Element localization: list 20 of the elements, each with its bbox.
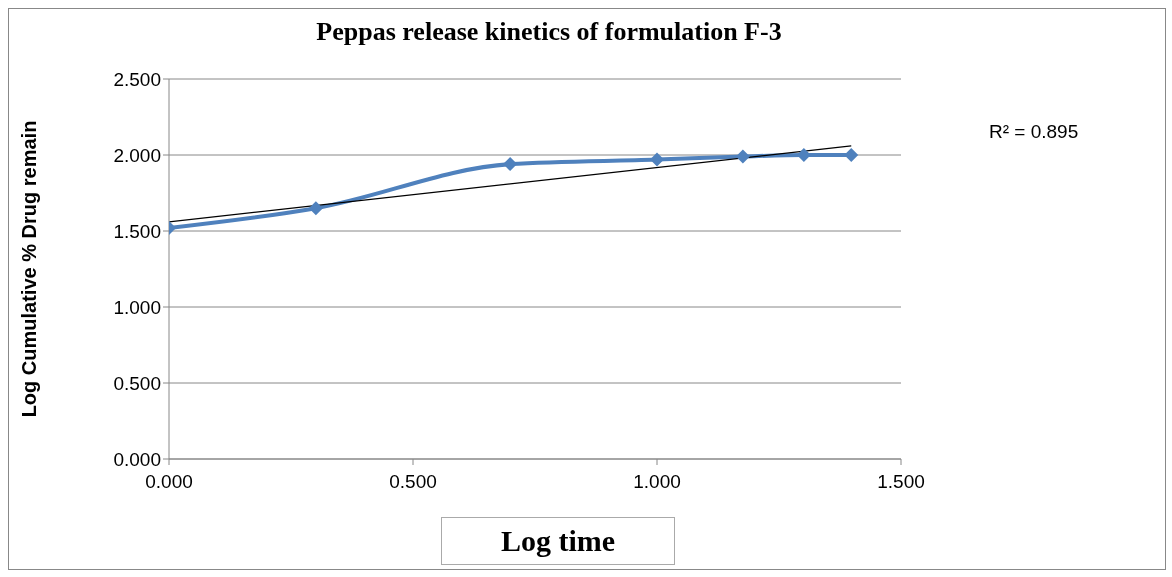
y-tick-label: 1.500	[113, 220, 161, 242]
x-tick-label: 1.000	[633, 471, 681, 493]
x-axis-title: Log time	[441, 517, 675, 565]
x-tick-label: 0.000	[145, 471, 193, 493]
point	[503, 157, 518, 172]
y-tick-label: 1.000	[113, 296, 161, 318]
point	[796, 148, 811, 162]
y-tick-label: 0.500	[113, 372, 161, 394]
y-tick-label: 2.000	[113, 144, 161, 166]
x-tick-label: 1.500	[877, 471, 925, 493]
point	[650, 152, 664, 167]
x-tick-label: 0.500	[389, 471, 437, 493]
text: R² = 0.895	[989, 121, 1079, 143]
point	[735, 149, 750, 164]
chart-title: Peppas release kinetics of formulation F-3	[315, 17, 783, 47]
y-axis-title: Log Cumulative % Drug remain	[18, 120, 41, 418]
point	[844, 148, 859, 162]
y-tick-label: 0.000	[113, 448, 161, 470]
point	[308, 201, 323, 216]
y-tick-label: 2.500	[113, 68, 161, 90]
